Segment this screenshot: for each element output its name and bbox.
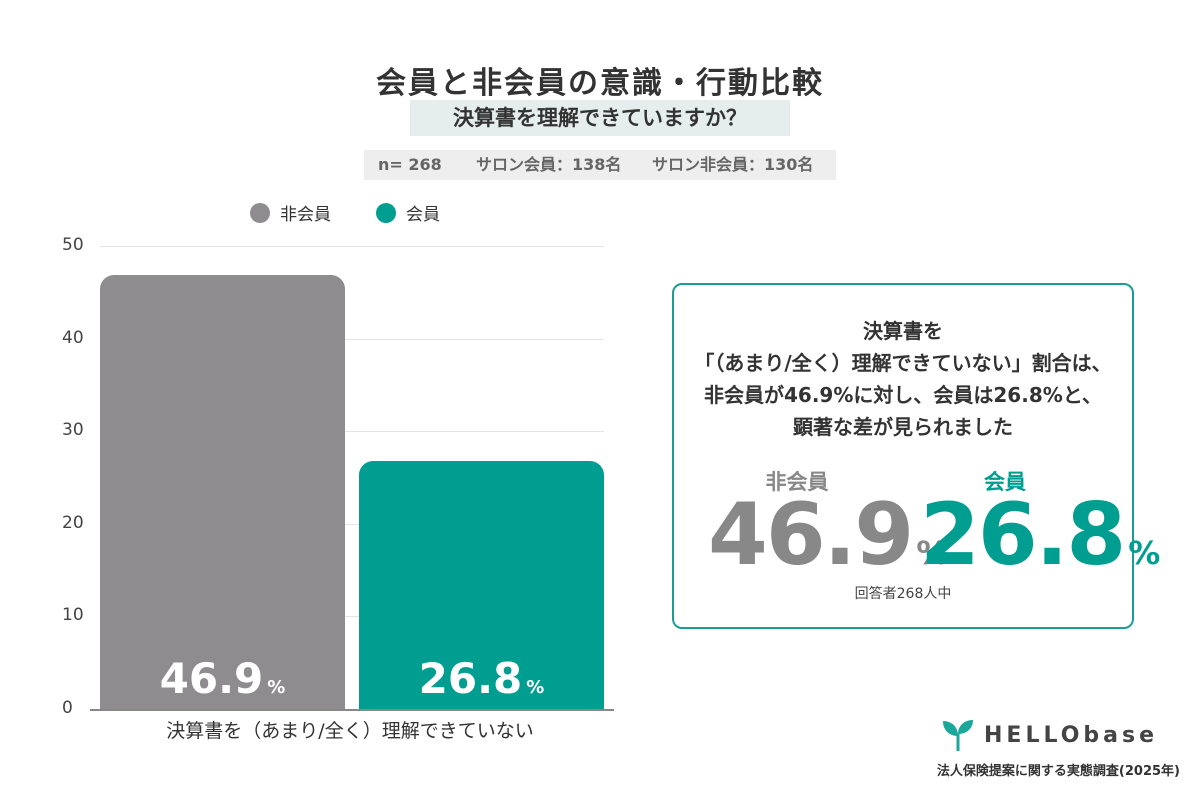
bar-value: 26.8: [418, 654, 523, 703]
nonmember-unit: %: [916, 534, 949, 572]
y-tick-label: 30: [62, 420, 84, 440]
summary-panel: 決算書を 「（あまり/全く）理解できていない」割合は、 非会員が46.9%に対し…: [672, 283, 1160, 629]
member-value: 26.8: [920, 485, 1126, 585]
chart-title: 会員と非会員の意識・行動比較: [376, 66, 824, 101]
bar-value-unit: %: [267, 677, 286, 698]
bar-nonmember: [100, 275, 345, 709]
legend-item-member: 会員: [376, 200, 440, 225]
nonmember-value: 46.9: [708, 485, 914, 585]
category-label: 決算書を（あまり/全く）理解できていない: [166, 720, 534, 742]
y-tick-label: 10: [62, 605, 84, 625]
sprout-icon: [943, 720, 973, 751]
x-axis-line: [90, 709, 614, 711]
bar-value-label: 26.8%: [359, 654, 604, 703]
member-stat: 26.8%: [920, 485, 1160, 585]
gridline: [100, 339, 604, 340]
bar-value-label: 46.9%: [100, 654, 345, 703]
logo-text: HELLObase: [984, 722, 1159, 748]
legend-swatch-nonmember: [250, 202, 270, 223]
sample-nonmembers: サロン非会員：130名: [652, 155, 814, 174]
source-note: 法人保険提案に関する実態調査(2025年): [936, 764, 1180, 779]
nonmember-label: 非会員: [765, 470, 829, 494]
gridline: [100, 616, 604, 617]
member-unit: %: [1128, 534, 1161, 572]
bar-member: [359, 461, 604, 709]
summary-line-1: 決算書を: [863, 319, 943, 343]
gridline: [100, 431, 604, 432]
nonmember-stat: 46.9%: [708, 485, 948, 585]
y-tick-label: 40: [62, 328, 84, 348]
legend-swatch-member: [376, 202, 396, 223]
legend-item-nonmember: 非会員: [250, 200, 331, 225]
bar-chart: [0, 0, 1, 1]
gridline: [100, 524, 604, 525]
sample-total: n= 268: [378, 155, 442, 174]
summary-line-4: 顕著な差が見られました: [793, 415, 1013, 439]
y-tick-label: 0: [62, 698, 73, 718]
summary-line-2: 「（あまり/全く）理解できていない」割合は、: [694, 351, 1112, 375]
sample-members: サロン会員：138名: [476, 155, 622, 174]
sample-size-bar: n= 268 サロン会員：138名 サロン非会員：130名: [364, 150, 836, 180]
legend-label-nonmember: 非会員: [280, 205, 331, 225]
gridline: [100, 246, 604, 247]
chart-subtitle: 決算書を理解できていますか？: [410, 100, 790, 136]
legend-label-member: 会員: [406, 205, 440, 225]
y-tick-label: 50: [62, 235, 84, 255]
y-tick-label: 20: [62, 513, 84, 533]
member-label: 会員: [984, 470, 1026, 494]
bar-value-unit: %: [526, 677, 545, 698]
hellobase-logo: HELLObase: [940, 718, 1158, 752]
summary-footnote: 回答者268人中: [854, 586, 952, 602]
summary-line-3: 非会員が46.9%に対し、会員は26.8%と、: [704, 383, 1102, 407]
bar-value: 46.9: [159, 654, 264, 703]
